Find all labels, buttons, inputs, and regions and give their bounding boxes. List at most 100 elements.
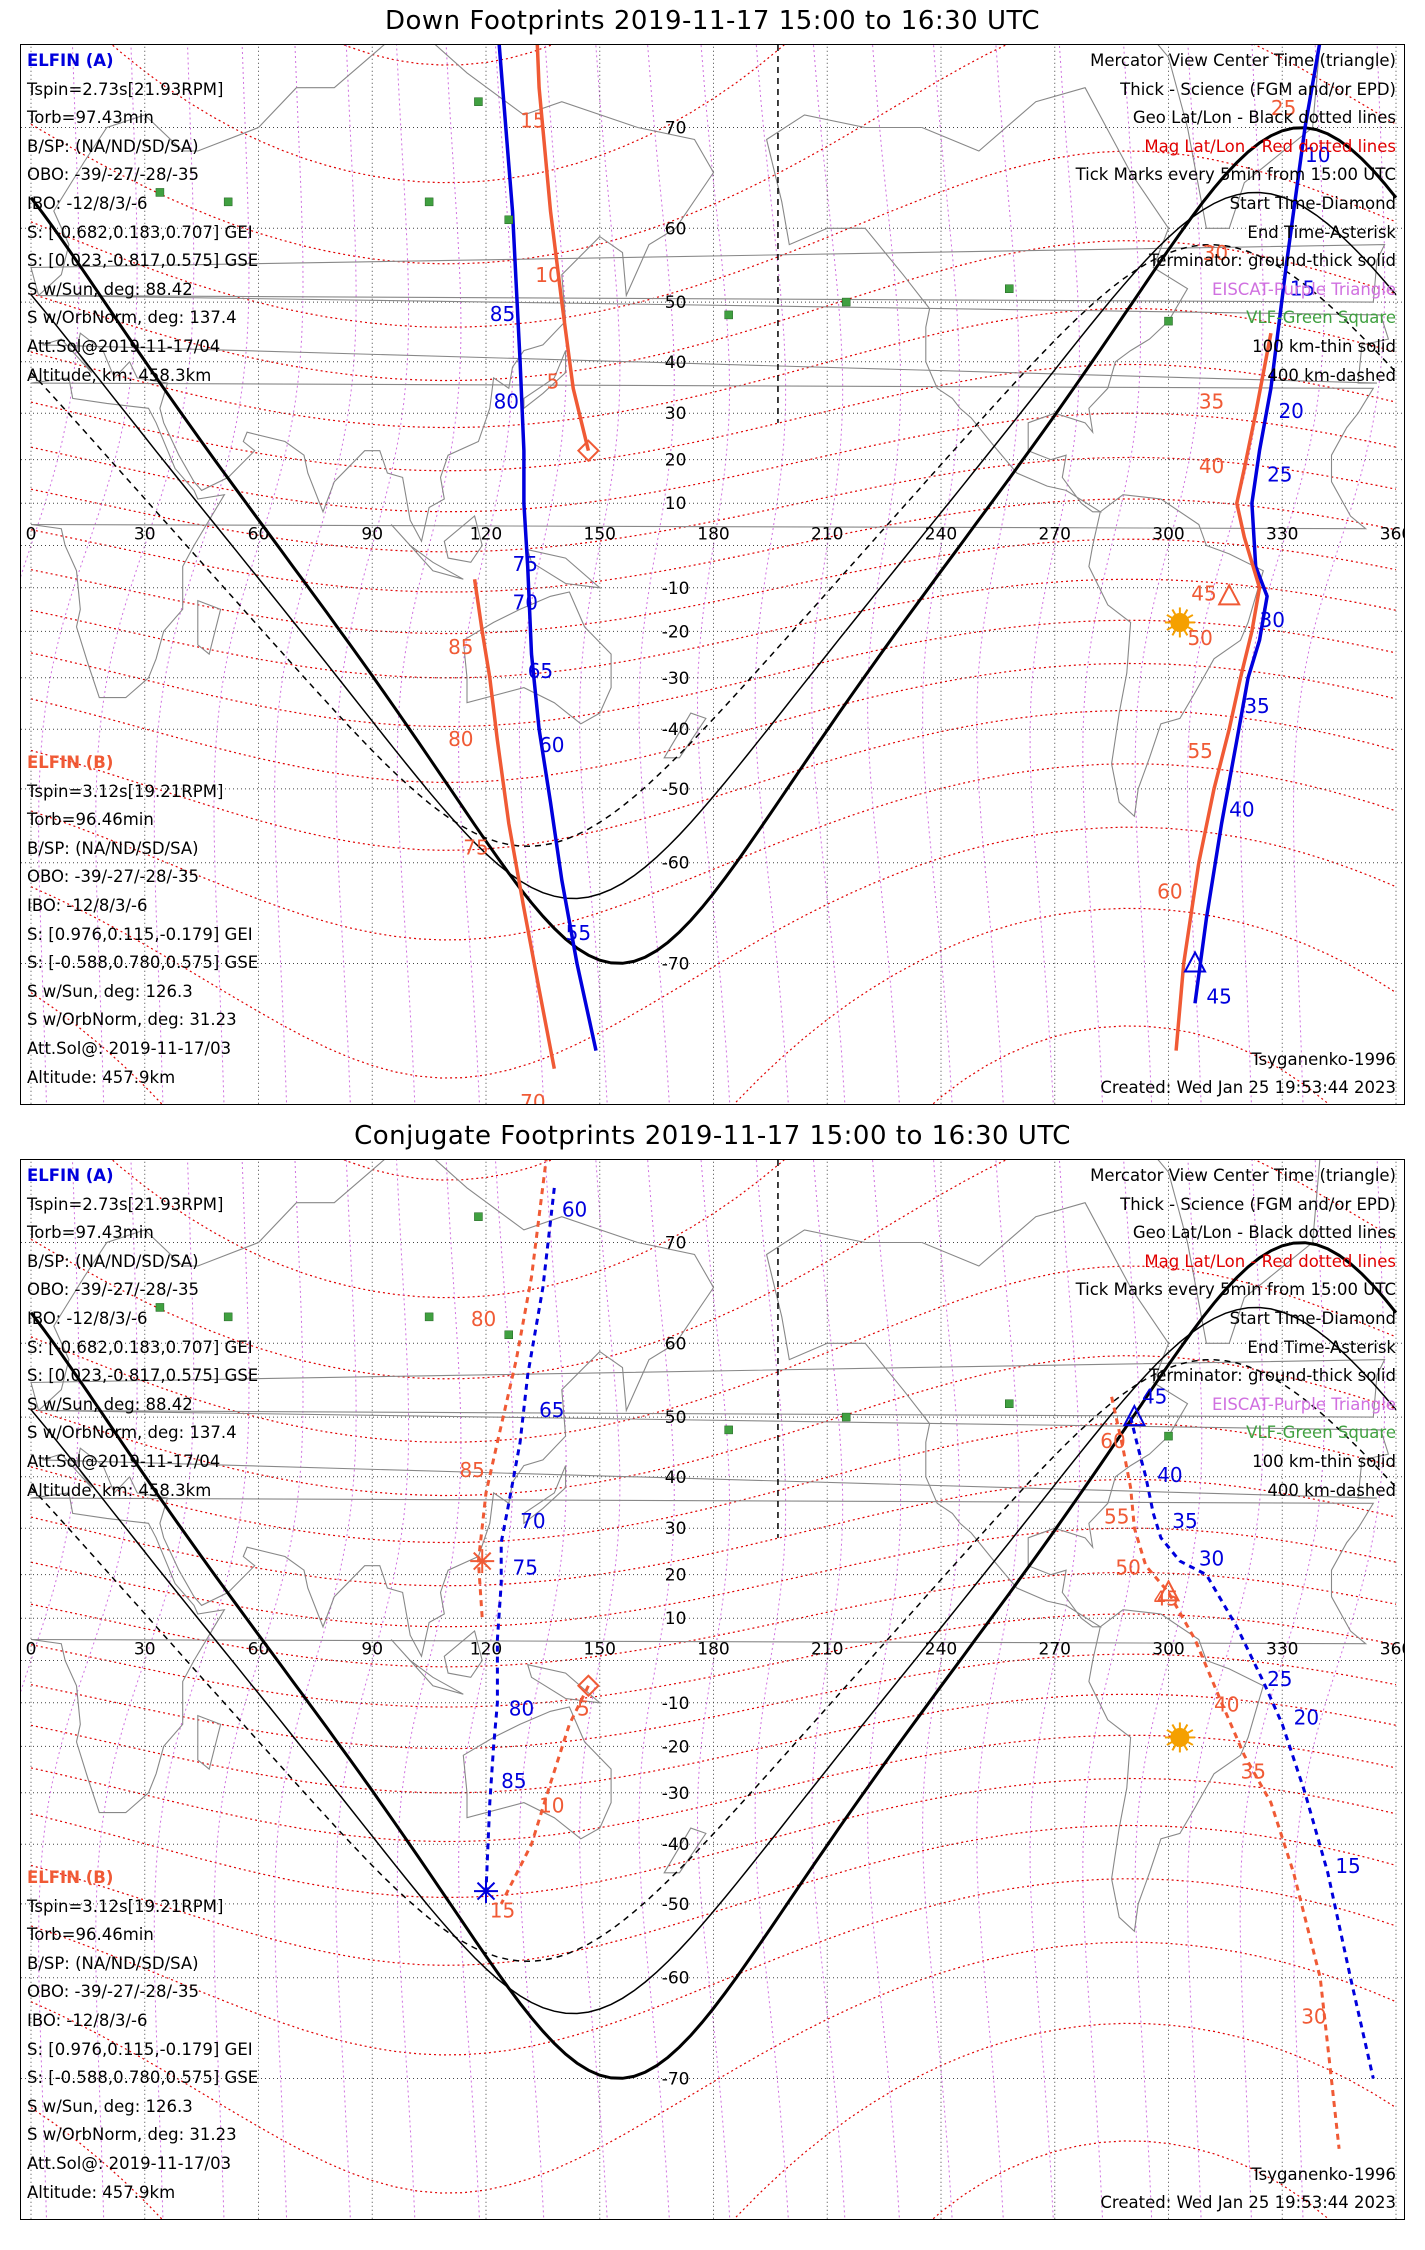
elfin-a-header: ELFIN (A) [27,51,114,70]
sun-disc [1170,1727,1190,1747]
legend-item: Thick - Science (FGM and/or EPD) [1120,79,1396,99]
lat-tick-label: 20 [665,1566,687,1586]
mag-lon-line [976,1160,1020,2219]
legend-item: Terminator: ground-thick solid [1148,251,1396,271]
legend-item: 400 km-dashed [1267,365,1396,385]
elfin-b-line: S: [-0.588,0.780,0.575] GSE [27,2068,259,2088]
legend-item: 100 km-thin solid [1252,336,1396,356]
time-tick-label: 60 [562,1198,587,1222]
lat-tick-label: -30 [662,669,690,689]
legend-item: 100 km-thin solid [1252,1451,1396,1471]
mag-lon-line [754,1160,789,2219]
elfin-b-info: ELFIN (B) Tspin=3.12s[19.21RPM] Torb=96.… [27,1864,258,2207]
lat-tick-label: 60 [665,1334,687,1354]
time-tick-label: 10 [1305,143,1330,167]
lat-tick-label: -40 [662,1835,690,1855]
legend: Mercator View Center Time (triangle) Thi… [1076,1162,1396,1505]
model-label: Tsyganenko-1996 [1251,1050,1396,1069]
mag-lon-line [754,45,789,1104]
lon-tick-label: 90 [361,525,383,545]
mercator-map: 0 30 60 90 120 150 180 210 240 270 300 330 360 70 60 50… [20,1159,1405,2220]
time-tick-label: 35 [1199,389,1224,413]
time-tick-label: 80 [494,389,519,413]
coastline [390,524,464,580]
lat-tick-label: 70 [665,119,687,139]
terminator-ground [29,126,1398,965]
elfin-b-line: IBO: -12/8/3/-6 [27,895,148,915]
mag-lat-line [30,456,1397,553]
time-tick-label: 65 [539,1398,564,1422]
elfin-a-line: IBO: -12/8/3/-6 [27,1308,148,1328]
end-asterisk-marker [470,1549,495,1574]
created-label: Created: Wed Jan 25 19:53:44 2023 [1100,2193,1396,2212]
mag-lon-line [153,45,250,1104]
coastline [663,1827,707,1874]
elfin-a-line: Altitude, km: 458.3km [27,1480,212,1500]
time-tick-label: 55 [1187,739,1212,763]
mag-lon-line [811,45,846,1104]
asterisk-stroke [473,1551,492,1571]
legend-item: EISCAT-Purple Triangle [1212,279,1396,299]
time-tick-label: 45 [1191,582,1216,606]
mag-lon-line [153,1160,250,2219]
lon-tick-label: 210 [811,1640,843,1660]
mag-lon-line [458,1160,514,2219]
lat-tick-label: -70 [662,954,690,974]
elfin-b-line: S: [0.976,0.115,-0.179] GEI [27,924,253,944]
time-tick-label: 55 [566,921,591,945]
lon-tick-label: 0 [26,525,37,545]
legend-item: Mag Lat/Lon - Red dotted lines [1144,1251,1396,1271]
elfin-b-header: ELFIN (B) [27,753,114,772]
legend-item: Mercator View Center Time (triangle) [1090,51,1396,70]
elfin-a-info: ELFIN (A) Tspin=2.73s[21.93RPM] Torb=97.… [27,1162,258,1505]
elfin-a-header: ELFIN (A) [27,1166,114,1185]
sun-ray [1187,626,1194,631]
mag-lon-line [1292,45,1386,1104]
end-asterisk-marker [474,1879,498,1904]
lat-tick-label: -10 [662,1694,690,1714]
elfin-a-line: Att.Sol@2019-11-17/04 [27,1451,221,1471]
legend-item: Tick Marks every 5min from 15:00 UTC [1075,1280,1396,1300]
mag-lat-line [30,1527,1397,1628]
vlf-square-marker [223,197,233,207]
time-tick-label: 85 [490,302,515,326]
coastline [30,244,1386,303]
mag-lon-line [1029,1160,1080,2219]
elfin-b-line: Altitude: 457.9km [27,2182,176,2202]
time-tick-label: 80 [471,1307,496,1331]
elfin-a-line: S w/OrbNorm, deg: 137.4 [27,308,237,328]
legend-item: Terminator: ground-thick solid [1148,1366,1396,1386]
lat-tick-label: 60 [665,219,687,239]
coastline [197,1714,222,1771]
sun-disc [1170,612,1190,632]
elfin-b-line: Tspin=3.12s[19.21RPM] [27,1896,224,1916]
coastline [197,599,222,656]
mag-lon-line [95,1160,195,2219]
time-tick-label: 40 [1199,454,1224,478]
mag-lat-line [30,150,1397,328]
coastline [1157,1160,1321,1344]
coastline [526,548,602,589]
vlf-square-marker [223,1312,233,1322]
mag-lon-line [696,1160,731,2219]
time-tick-label: 75 [463,835,488,859]
elfin-b-line: Att.Sol@: 2019-11-17/03 [27,2153,232,2173]
time-tick-label: 10 [539,1794,564,1818]
elfin-b-line: Torb=96.46min [27,1925,154,1945]
footprint-track [497,45,598,1051]
time-tick-label: 20 [1278,399,1303,423]
legend-item: Tick Marks every 5min from 15:00 UTC [1075,165,1396,185]
sun-ray [1166,626,1173,631]
lon-tick-label: 90 [361,1640,383,1660]
footprint-track [472,578,557,1070]
time-tick-label: 60 [1157,880,1182,904]
model-label: Tsyganenko-1996 [1251,2165,1396,2184]
elfin-b-info: ELFIN (B) Tspin=3.12s[19.21RPM] Torb=96.… [27,749,258,1092]
mag-lon-line [867,45,902,1104]
lon-tick-label: 60 [248,525,270,545]
terminator-400km [30,1358,1397,1963]
time-tick-label: 30 [1301,2004,1326,2028]
lon-tick-label: 180 [697,1640,729,1660]
panel-title: Conjugate Footprints 2019-11-17 15:00 to… [354,1121,1071,1151]
lon-tick-label: 360 [1380,525,1405,545]
